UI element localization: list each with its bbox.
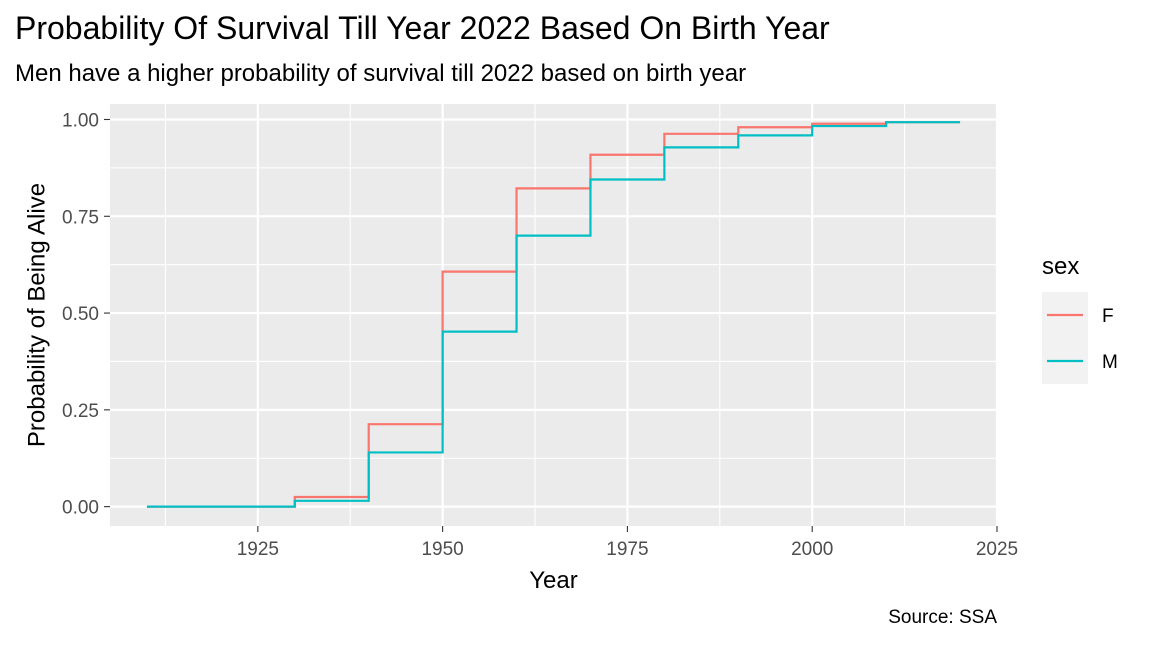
- x-axis-title: Year: [529, 567, 578, 594]
- x-axis: 1925 1950 1975 2000 2025: [237, 526, 1018, 560]
- y-axis: 0.00 0.25 0.50 0.75 1.00: [62, 110, 110, 519]
- x-tick-label: 1925: [237, 539, 279, 560]
- y-tick-label: 0.00: [62, 498, 99, 519]
- y-tick-label: 0.75: [62, 207, 99, 228]
- chart-caption: Source: SSA: [888, 607, 997, 628]
- x-tick-label: 1950: [421, 539, 463, 560]
- y-tick-label: 0.25: [62, 401, 99, 422]
- series-layer: [146, 121, 961, 508]
- y-axis-title: Probability of Being Alive: [23, 183, 50, 447]
- y-tick-label: 1.00: [62, 110, 99, 131]
- plot-panel: [110, 104, 997, 526]
- x-tick-label: 2000: [791, 539, 833, 560]
- legend-label-F: F: [1102, 306, 1114, 327]
- chart-subtitle: Men have a higher probability of surviva…: [15, 60, 747, 87]
- x-tick-label: 1975: [606, 539, 648, 560]
- legend: sex F M: [1042, 253, 1118, 384]
- y-tick-label: 0.50: [62, 304, 99, 325]
- legend-label-M: M: [1102, 352, 1118, 373]
- chart-title: Probability Of Survival Till Year 2022 B…: [15, 10, 830, 46]
- series-line-M: [146, 121, 961, 508]
- legend-title: sex: [1042, 253, 1079, 280]
- x-tick-label: 2025: [976, 539, 1018, 560]
